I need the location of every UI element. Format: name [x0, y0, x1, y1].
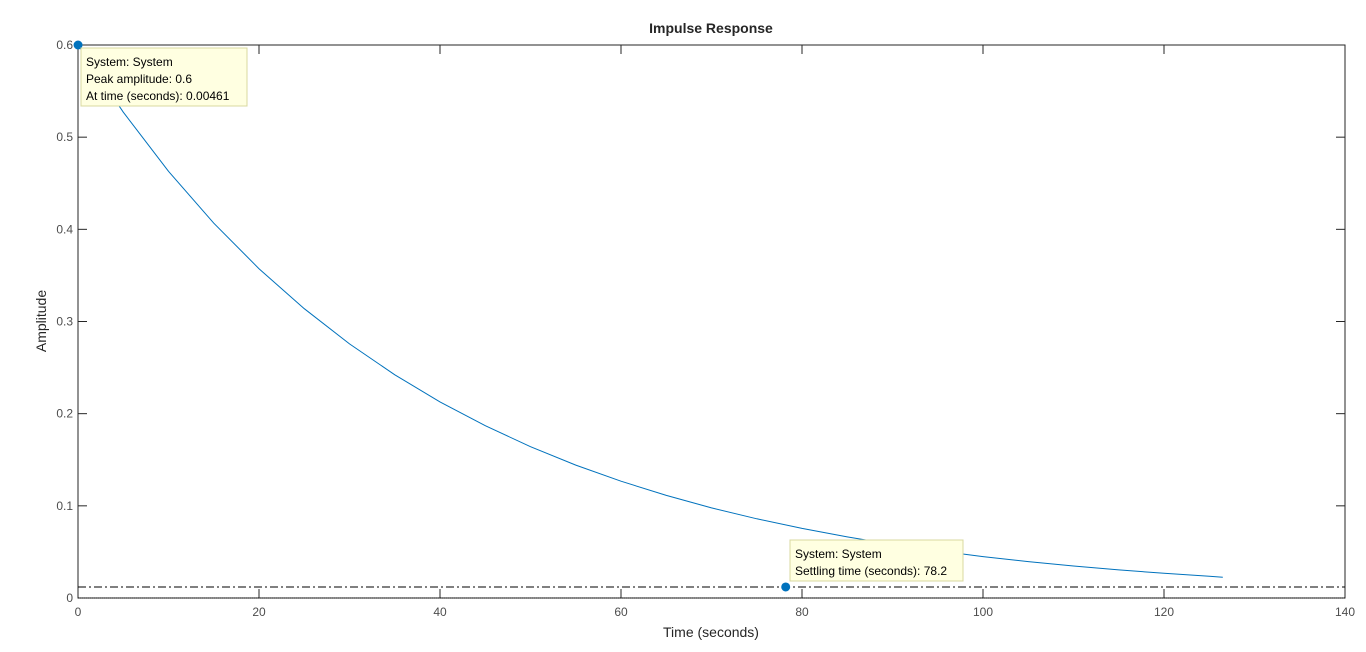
reference-lines [78, 586, 1345, 599]
x-tick-label: 140 [1335, 605, 1355, 619]
y-tick-label: 0 [66, 591, 73, 605]
axis-ticks: 0 20 40 60 80 100 120 140 0 0.1 0.2 0.3 0.4 0.5 0.6 [56, 38, 1355, 619]
x-tick-label: 40 [433, 605, 447, 619]
peak-datatip-line: System: System [86, 55, 173, 69]
chart-title: Impulse Response [649, 20, 773, 36]
y-tick-label: 0.5 [56, 130, 73, 144]
x-tick-label: 20 [252, 605, 266, 619]
plot-area [77, 44, 1346, 599]
settling-datatip-line: System: System [795, 547, 882, 561]
datatip-group: System: System Peak amplitude: 0.6 At time… [73, 40, 964, 592]
y-tick-label: 0.2 [56, 407, 73, 421]
peak-datatip-line: At time (seconds): 0.00461 [86, 89, 230, 103]
y-tick-label: 0.1 [56, 499, 73, 513]
settling-marker[interactable] [781, 582, 791, 592]
peak-datatip-line: Peak amplitude: 0.6 [86, 72, 192, 86]
series-group [77, 44, 1223, 578]
settling-datatip[interactable]: System: System Settling time (seconds): 7… [789, 539, 964, 582]
settling-datatip-line: Settling time (seconds): 78.2 [795, 564, 947, 578]
x-axis-label: Time (seconds) [663, 624, 759, 640]
y-tick-label: 0.4 [56, 222, 73, 236]
x-tick-label: 120 [1154, 605, 1174, 619]
x-tick-label: 80 [795, 605, 809, 619]
settling-datatip-box [789, 539, 964, 582]
x-tick-label: 0 [75, 605, 82, 619]
series-line [77, 44, 1223, 578]
peak-marker[interactable] [73, 40, 83, 50]
y-tick-label: 0.3 [56, 315, 73, 329]
x-tick-label: 60 [614, 605, 628, 619]
peak-datatip[interactable]: System: System Peak amplitude: 0.6 At time… [80, 47, 248, 107]
peak-datatip-box [80, 47, 248, 107]
x-tick-label: 100 [973, 605, 993, 619]
y-axis-label: Amplitude [33, 290, 49, 352]
y-tick-label: 0.6 [56, 38, 73, 52]
